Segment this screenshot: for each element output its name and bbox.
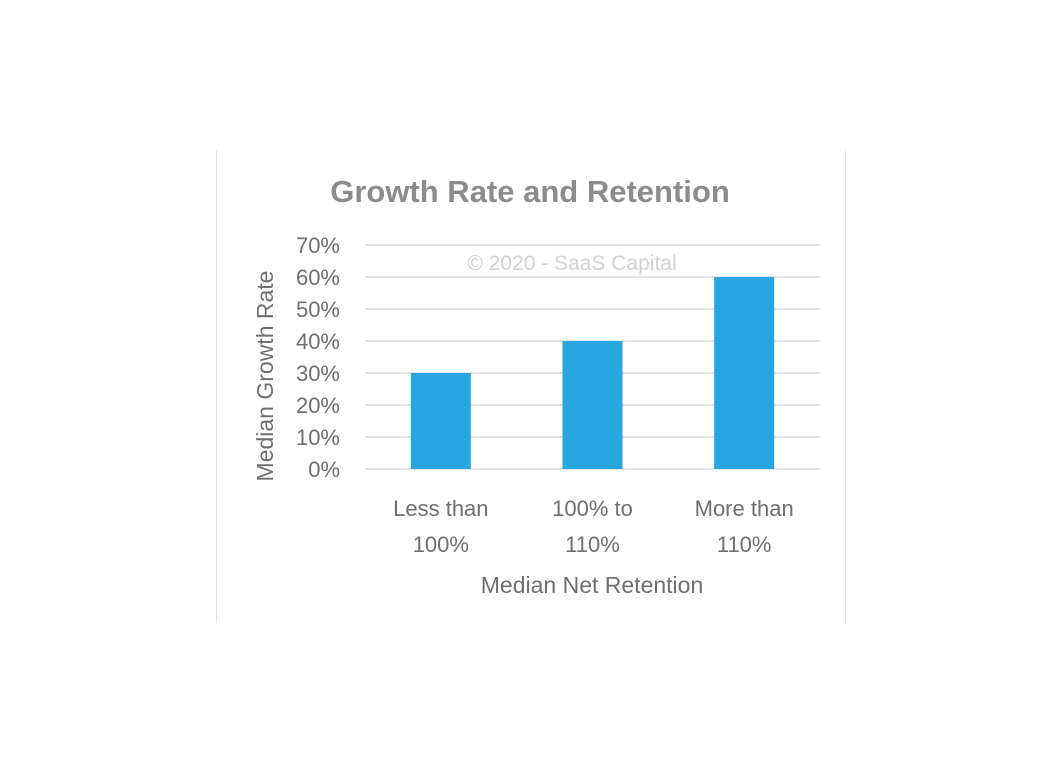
bars xyxy=(410,277,775,469)
watermark: © 2020 - SaaS Capital xyxy=(467,252,676,275)
y-tick-label: 70% xyxy=(296,233,340,258)
y-tick-label: 10% xyxy=(296,425,340,450)
x-tick-label: 100% to xyxy=(552,496,633,521)
y-axis-title: Median Growth Rate xyxy=(252,271,278,482)
x-tick-label: More than xyxy=(695,496,794,521)
y-tick-label: 30% xyxy=(296,361,340,386)
y-tick-labels: 0% 10% 20% 30% 40% 50% 60% 70% xyxy=(296,233,340,482)
y-tick-label: 40% xyxy=(296,329,340,354)
x-tick-label: 110% xyxy=(565,532,620,557)
y-tick-label: 60% xyxy=(296,265,340,290)
x-tick-label: 110% xyxy=(717,532,772,557)
right-border-line xyxy=(845,150,846,623)
chart-title: Growth Rate and Retention xyxy=(330,174,730,209)
x-tick-labels: Less than 100% 100% to 110% More than 110% xyxy=(393,496,794,557)
x-tick-label: 100% xyxy=(413,532,469,557)
y-tick-label: 20% xyxy=(296,393,340,418)
bar xyxy=(714,277,775,469)
x-axis-title: Median Net Retention xyxy=(481,572,703,598)
left-border-line xyxy=(216,150,217,623)
bar xyxy=(562,341,623,469)
bar xyxy=(410,373,471,469)
y-tick-label: 0% xyxy=(308,457,340,482)
x-tick-label: Less than xyxy=(393,496,488,521)
y-tick-label: 50% xyxy=(296,297,340,322)
